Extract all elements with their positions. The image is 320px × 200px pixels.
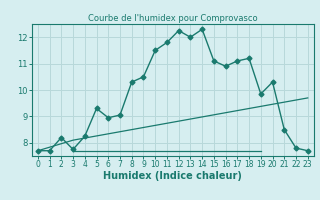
X-axis label: Humidex (Indice chaleur): Humidex (Indice chaleur) (103, 171, 242, 181)
Title: Courbe de l'humidex pour Comprovasco: Courbe de l'humidex pour Comprovasco (88, 14, 258, 23)
